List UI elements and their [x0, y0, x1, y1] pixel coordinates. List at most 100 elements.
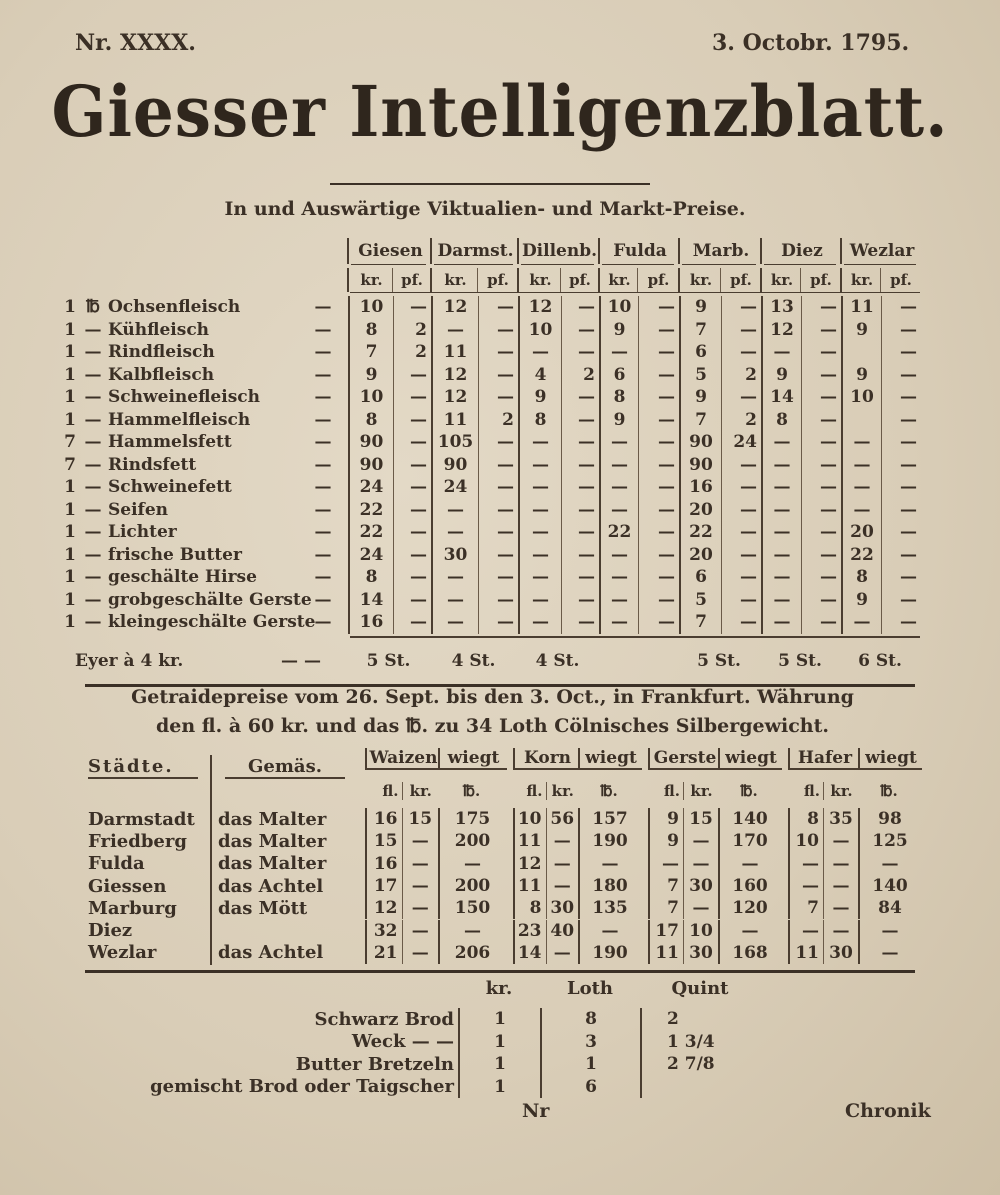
quantity: 7 [64, 432, 76, 453]
kreuzer-value: 12 [761, 318, 801, 341]
unit: — [84, 409, 102, 430]
kreuzer-value: — [431, 318, 478, 341]
leader-dash: — [314, 297, 332, 318]
table-row: 1— frische Butter —24—30— — — — —20— — —22— [62, 543, 921, 566]
weight-value: — [858, 941, 920, 965]
issue-date: 3. Octobr. 1795. [712, 30, 910, 56]
kreuzer-value: — [599, 476, 638, 499]
kreuzer-value: 40 [545, 919, 579, 942]
kreuzer-value: 90 [348, 431, 393, 454]
item-name: Lichter [108, 522, 177, 543]
pfennig-value: — [721, 341, 761, 364]
weight-header: wiegt [858, 748, 922, 770]
leader-dash: — [314, 477, 332, 498]
kreuzer-value: 9 [518, 386, 561, 409]
weight-value: 150 [438, 897, 505, 920]
pfennig-value: — [638, 611, 679, 634]
quantity: 1 [64, 499, 76, 520]
pfennig-value: — [561, 543, 599, 566]
table-row: 1— kleingeschälte Gerste —16— — — — — — —7— — — — — [62, 611, 921, 634]
pfennig-value: — [881, 408, 921, 431]
pfennig-value: — [638, 543, 679, 566]
spacer [505, 875, 513, 897]
weight-value: 190 [578, 830, 640, 853]
pfennig-value: — [561, 386, 599, 409]
city-header: Darmst. [430, 238, 519, 264]
kreuzer-value: 7 [679, 318, 721, 341]
kreuzer-value: 15 [683, 808, 718, 831]
pfennig-value: — [561, 408, 599, 431]
subheader-underline [350, 292, 920, 293]
kreuzer-value: — [823, 830, 858, 853]
quantity: 1 [64, 612, 76, 633]
kreuzer-value: — [545, 830, 579, 853]
bread-column-header: Quint [671, 978, 729, 999]
weight-loth: 8 [540, 1008, 640, 1031]
pfennig-value: — [478, 363, 518, 386]
florin-value: 10 [788, 830, 823, 853]
section-subtitle: In und Auswärtige Viktualien- und Markt-… [224, 198, 746, 220]
table-row: 1— Schweinefett —24—24— — — — —16— — — — — [62, 476, 921, 499]
weight-value: — [438, 852, 505, 875]
table-row: Wezlar das Achtel 21—206 14—190 11 30 168 11 30— [88, 941, 920, 965]
weight-value: — [858, 852, 920, 875]
quantity: 1 [64, 297, 76, 318]
quantity: 1 [64, 544, 76, 565]
leader-dash: — [314, 544, 332, 565]
weight-value: — [438, 919, 505, 942]
item-name: Rindfleisch [108, 342, 215, 363]
florin-value: 17 [365, 874, 402, 898]
pfennig-value: — [721, 318, 761, 341]
table-row: 1— Rindfleisch —7 2 11— — — — —6— — — — [62, 341, 921, 364]
leader-dash: — — [281, 651, 321, 671]
pfennig-value: — [721, 453, 761, 476]
florin-value: 11 [648, 941, 683, 965]
kreuzer-value: — [518, 453, 561, 476]
kreuzer-value: 7 [679, 408, 721, 431]
item-name: Rindsfett [108, 454, 197, 475]
kreuzer-value: 10 [518, 318, 561, 341]
eggs-row: Eyer à 4 kr. — — 5 St. 4 St. 4 St. 5 St. 5 St.… [75, 648, 920, 674]
kreuzer-value: 16 [348, 611, 393, 634]
kreuzer-value: 6 [679, 341, 721, 364]
table-row: 1 ℔ Ochsenfleisch —10—12—12—10—9—13—11— [62, 296, 921, 319]
kreuzer-subheader: kr. [401, 782, 440, 800]
unit-subheader: kr. [517, 268, 562, 292]
leader-dash: — [314, 319, 332, 340]
pfennig-value: — [638, 386, 679, 409]
kreuzer-value: 12 [431, 296, 478, 319]
weight-header: wiegt [718, 748, 782, 770]
catchword-left: Nr [522, 1100, 550, 1122]
table-row: 1— Kalbfleisch —9—12—4 2 6—5 2 9—9— [62, 363, 921, 386]
city-name: Marburg [88, 897, 177, 919]
item-name: frische Butter [108, 544, 242, 565]
kreuzer-value: — [431, 521, 478, 544]
kreuzer-value: 22 [348, 521, 393, 544]
weight-header: wiegt [578, 748, 642, 770]
quantity: 1 [64, 364, 76, 385]
pfennig-value: — [721, 498, 761, 521]
city-header-underline [434, 264, 513, 265]
kreuzer-value: 14 [348, 588, 393, 611]
weight-value: 140 [858, 874, 920, 898]
section-divider [85, 970, 915, 973]
item-name: Hammelsfett [108, 432, 232, 453]
city-column-header: Städte. [88, 756, 198, 779]
kreuzer-value: 9 [599, 318, 638, 341]
kreuzer-value: 8 [348, 566, 393, 589]
pfennig-value: — [393, 408, 431, 431]
spacer [780, 875, 788, 897]
eggs-count: 6 St. [858, 651, 902, 671]
kreuzer-value: 20 [679, 498, 721, 521]
kreuzer-value: — [599, 453, 638, 476]
pfennig-value: — [478, 318, 518, 341]
table-row: 7— Rindsfett —90—90— — — — —90— — — — — [62, 453, 921, 476]
kreuzer-value: 30 [683, 874, 718, 898]
city-header: Wezlar [840, 238, 922, 264]
bread-item: Butter Bretzeln [295, 1053, 454, 1075]
leader-dash: — [314, 409, 332, 430]
unit-subheader: kr. [840, 268, 882, 292]
city-name: Diez [88, 920, 133, 942]
kreuzer-value: — [683, 830, 718, 853]
kreuzer-value: — [599, 566, 638, 589]
